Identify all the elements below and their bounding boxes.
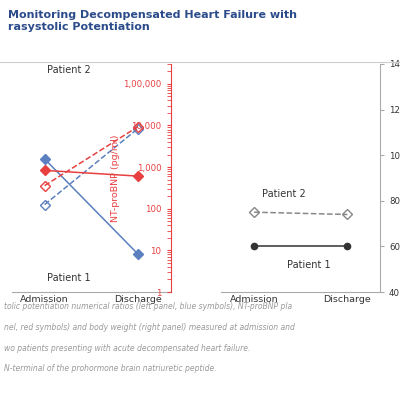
Text: nel, red symbols) and body weight (right panel) measured at admission and: nel, red symbols) and body weight (right…: [4, 323, 295, 332]
Text: wo patients presenting with acute decompensated heart failure.: wo patients presenting with acute decomp…: [4, 344, 250, 353]
Text: Patient 2: Patient 2: [262, 188, 305, 198]
Text: Monitoring Decompensated Heart Failure with
rasystolic Potentiation: Monitoring Decompensated Heart Failure w…: [8, 10, 297, 32]
Text: N-terminal of the prohormone brain natriuretic peptide.: N-terminal of the prohormone brain natri…: [4, 364, 217, 374]
Text: tolic potentiation numerical ratios (left panel, blue symbols), NT-proBNP pla: tolic potentiation numerical ratios (lef…: [4, 302, 292, 311]
Text: Patient 1: Patient 1: [46, 273, 90, 283]
Text: Patient 1: Patient 1: [287, 260, 330, 270]
Y-axis label: NT-proBNP (pg/ml): NT-proBNP (pg/ml): [112, 134, 120, 222]
Text: Patient 2: Patient 2: [46, 65, 90, 75]
